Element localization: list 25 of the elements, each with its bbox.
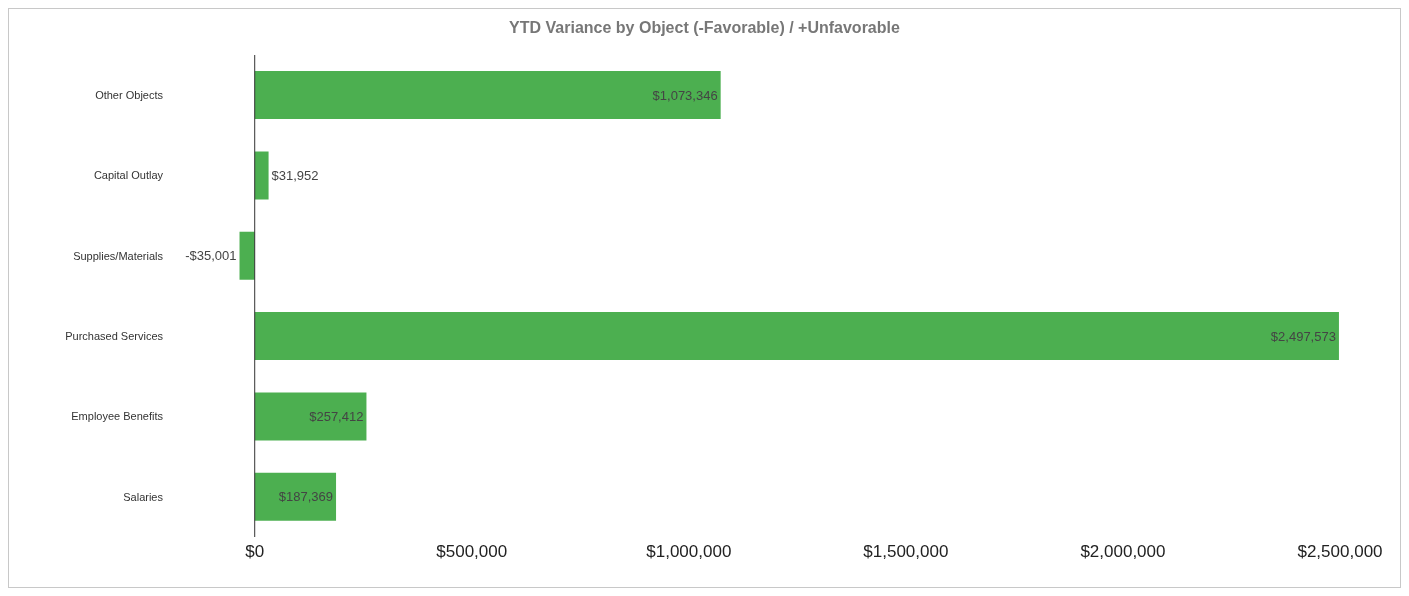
y-tick-label: Capital Outlay bbox=[93, 169, 164, 182]
data-label: $31,952 bbox=[271, 167, 319, 183]
y-tick-label: Other Objects bbox=[95, 89, 164, 102]
bar bbox=[239, 231, 255, 280]
bar bbox=[254, 312, 1339, 361]
x-tick-label: $1,000,000 bbox=[646, 542, 732, 562]
y-tick-label: Supplies/Materials bbox=[73, 249, 164, 262]
x-tick-label: $2,500,000 bbox=[1297, 542, 1383, 562]
data-label: $257,412 bbox=[309, 408, 364, 424]
y-tick-label: Purchased Services bbox=[65, 330, 164, 343]
x-tick-label: $1,500,000 bbox=[863, 542, 949, 562]
data-label: $1,073,346 bbox=[652, 87, 718, 103]
bar bbox=[254, 71, 721, 120]
data-label: -$35,001 bbox=[185, 248, 237, 264]
data-label: $187,369 bbox=[278, 489, 334, 505]
bar bbox=[254, 392, 367, 441]
bar bbox=[254, 472, 337, 521]
y-tick-label: Salaries bbox=[123, 490, 164, 503]
x-tick-label: $0 bbox=[245, 542, 265, 562]
x-tick-label: $500,000 bbox=[436, 542, 508, 562]
x-tick-label: $2,000,000 bbox=[1080, 542, 1166, 562]
data-label: $2,497,573 bbox=[1270, 328, 1336, 344]
chart-title: YTD Variance by Object (-Favorable) / +Unfavorable bbox=[508, 19, 901, 38]
bar bbox=[254, 151, 269, 200]
y-tick-label: Employee Benefits bbox=[71, 410, 164, 423]
